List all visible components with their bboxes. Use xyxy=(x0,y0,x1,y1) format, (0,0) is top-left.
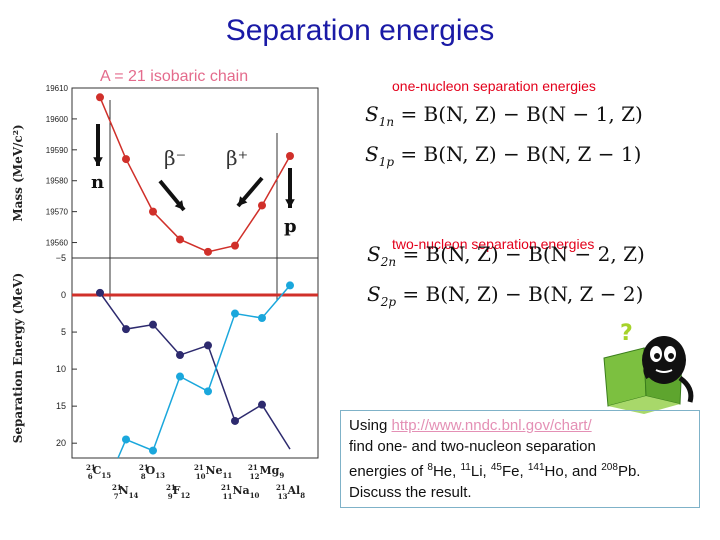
mass-point xyxy=(204,247,212,256)
neutron-decay-arrow-head xyxy=(93,157,103,166)
nndc-chart-link[interactable]: http://www.nndc.bnl.gov/chart/ xyxy=(391,417,592,434)
equation-s1p: S1p = B(N, Z) − B(N, Z − 1) xyxy=(365,142,642,169)
mass-point xyxy=(96,93,104,102)
nuclide-x-label: 21 13Al8 xyxy=(276,483,305,501)
separation-point xyxy=(204,341,212,350)
thinking-character-clipart: ? xyxy=(603,321,694,414)
beta-plus-label: β⁺ xyxy=(226,146,248,170)
beta-plus-arrow-head xyxy=(238,196,248,206)
nuclide-mass-number: 208 xyxy=(601,462,618,473)
two-nucleon-heading: two-nucleon separation energies xyxy=(392,236,595,252)
nuclide-x-label: 21 6C15 xyxy=(86,463,111,481)
exercise-text: Discuss the result. xyxy=(349,484,472,501)
sep-y-tick-label: 5 xyxy=(61,327,66,337)
proton-decay-arrow-head xyxy=(285,199,295,208)
proton-label: p xyxy=(284,216,297,237)
mass-point xyxy=(149,207,157,216)
mass-series-line xyxy=(99,96,291,253)
sep-y-tick-label: −5 xyxy=(56,253,66,263)
separation-series-line xyxy=(125,284,291,452)
exercise-text: find one- and two-nucleon separation xyxy=(349,438,596,455)
mass-y-tick-label: 19590 xyxy=(46,146,69,155)
sep-y-axis-label: Separation Energy (MeV) xyxy=(11,273,25,444)
separation-point xyxy=(149,446,157,455)
separation-point xyxy=(258,314,266,322)
sep-y-tick-label: 10 xyxy=(56,364,66,374)
sep-y-tick-label: 0 xyxy=(61,290,66,300)
nuclide-x-label: 21 7N14 xyxy=(112,483,139,501)
separation-point xyxy=(176,351,184,360)
separation-point xyxy=(122,325,130,334)
separation-point xyxy=(286,281,294,290)
separation-point xyxy=(96,288,104,297)
svg-text:?: ? xyxy=(620,321,633,346)
separation-series-tail xyxy=(117,439,127,459)
mass-y-tick-label: 19610 xyxy=(46,84,69,93)
separation-series-line xyxy=(99,292,291,450)
nuclide-x-label: 21 9F12 xyxy=(166,483,190,501)
equation-s2p: S2p = B(N, Z) − B(N, Z − 2) xyxy=(367,282,644,309)
neutron-label: n xyxy=(91,172,104,193)
separation-point xyxy=(176,372,184,381)
separation-point xyxy=(231,309,239,318)
sep-y-tick-label: 15 xyxy=(56,401,66,411)
nuclide-x-label: 21 12Mg9 xyxy=(248,463,284,481)
exercise-text: Using xyxy=(349,417,392,434)
mass-point xyxy=(286,152,294,160)
mass-point xyxy=(176,235,184,244)
nuclide-x-label: 21 8O13 xyxy=(139,463,165,481)
separation-point xyxy=(231,416,239,425)
mass-y-tick-label: 19580 xyxy=(46,177,69,186)
chart-caption: A = 21 isobaric chain xyxy=(100,68,249,85)
nuclide-symbol: Fe, xyxy=(502,463,528,480)
mass-y-tick-label: 19600 xyxy=(46,115,69,124)
beta-minus-label: β⁻ xyxy=(164,146,186,170)
beta-minus-arrow-head xyxy=(174,200,184,210)
separation-panel-frame xyxy=(71,257,319,459)
nuclide-symbol: He, xyxy=(432,463,461,480)
nuclide-mass-number: 45 xyxy=(490,462,502,473)
nuclide-symbol: Pb. xyxy=(617,463,641,480)
nuclide-symbol: Li, xyxy=(470,463,491,480)
mass-y-tick-label: 19560 xyxy=(46,239,69,248)
mass-point xyxy=(122,155,130,164)
nuclide-symbol: Ho, and xyxy=(544,463,602,480)
exercise-box: Using http://www.nndc.bnl.gov/chart/ fin… xyxy=(340,410,700,508)
mass-y-tick-label: 19570 xyxy=(46,208,69,217)
mass-point xyxy=(231,241,239,250)
mass-y-axis-label: Mass (MeV/c²) xyxy=(11,124,25,221)
separation-point xyxy=(149,320,157,329)
nuclide-mass-number: 11 xyxy=(460,462,471,473)
equation-s2n: S2n = B(N, Z) − B(N − 2, Z) xyxy=(367,242,645,269)
separation-energy-figure: 19560 19570 19580 19590 19600 19610 Mass (MeV/… xyxy=(11,84,319,501)
equation-s1n: S1n = B(N, Z) − B(N − 1, Z) xyxy=(365,102,643,129)
nuclide-x-label: 21 11Na10 xyxy=(221,483,260,501)
separation-point xyxy=(258,400,266,409)
nuclide-mass-number: 8 xyxy=(427,462,433,473)
sep-y-tick-label: 20 xyxy=(56,438,66,448)
exercise-nuclides-line: energies of 8He, 11Li, 45Fe, 141Ho, and … xyxy=(349,462,641,480)
one-nucleon-heading: one-nucleon separation energies xyxy=(392,78,596,94)
page-title: Separation energies xyxy=(225,14,495,47)
nuclide-x-label: 21 10Ne11 xyxy=(194,463,232,481)
mass-point xyxy=(258,201,266,210)
nuclide-mass-number: 141 xyxy=(527,462,545,473)
separation-point xyxy=(204,387,212,396)
